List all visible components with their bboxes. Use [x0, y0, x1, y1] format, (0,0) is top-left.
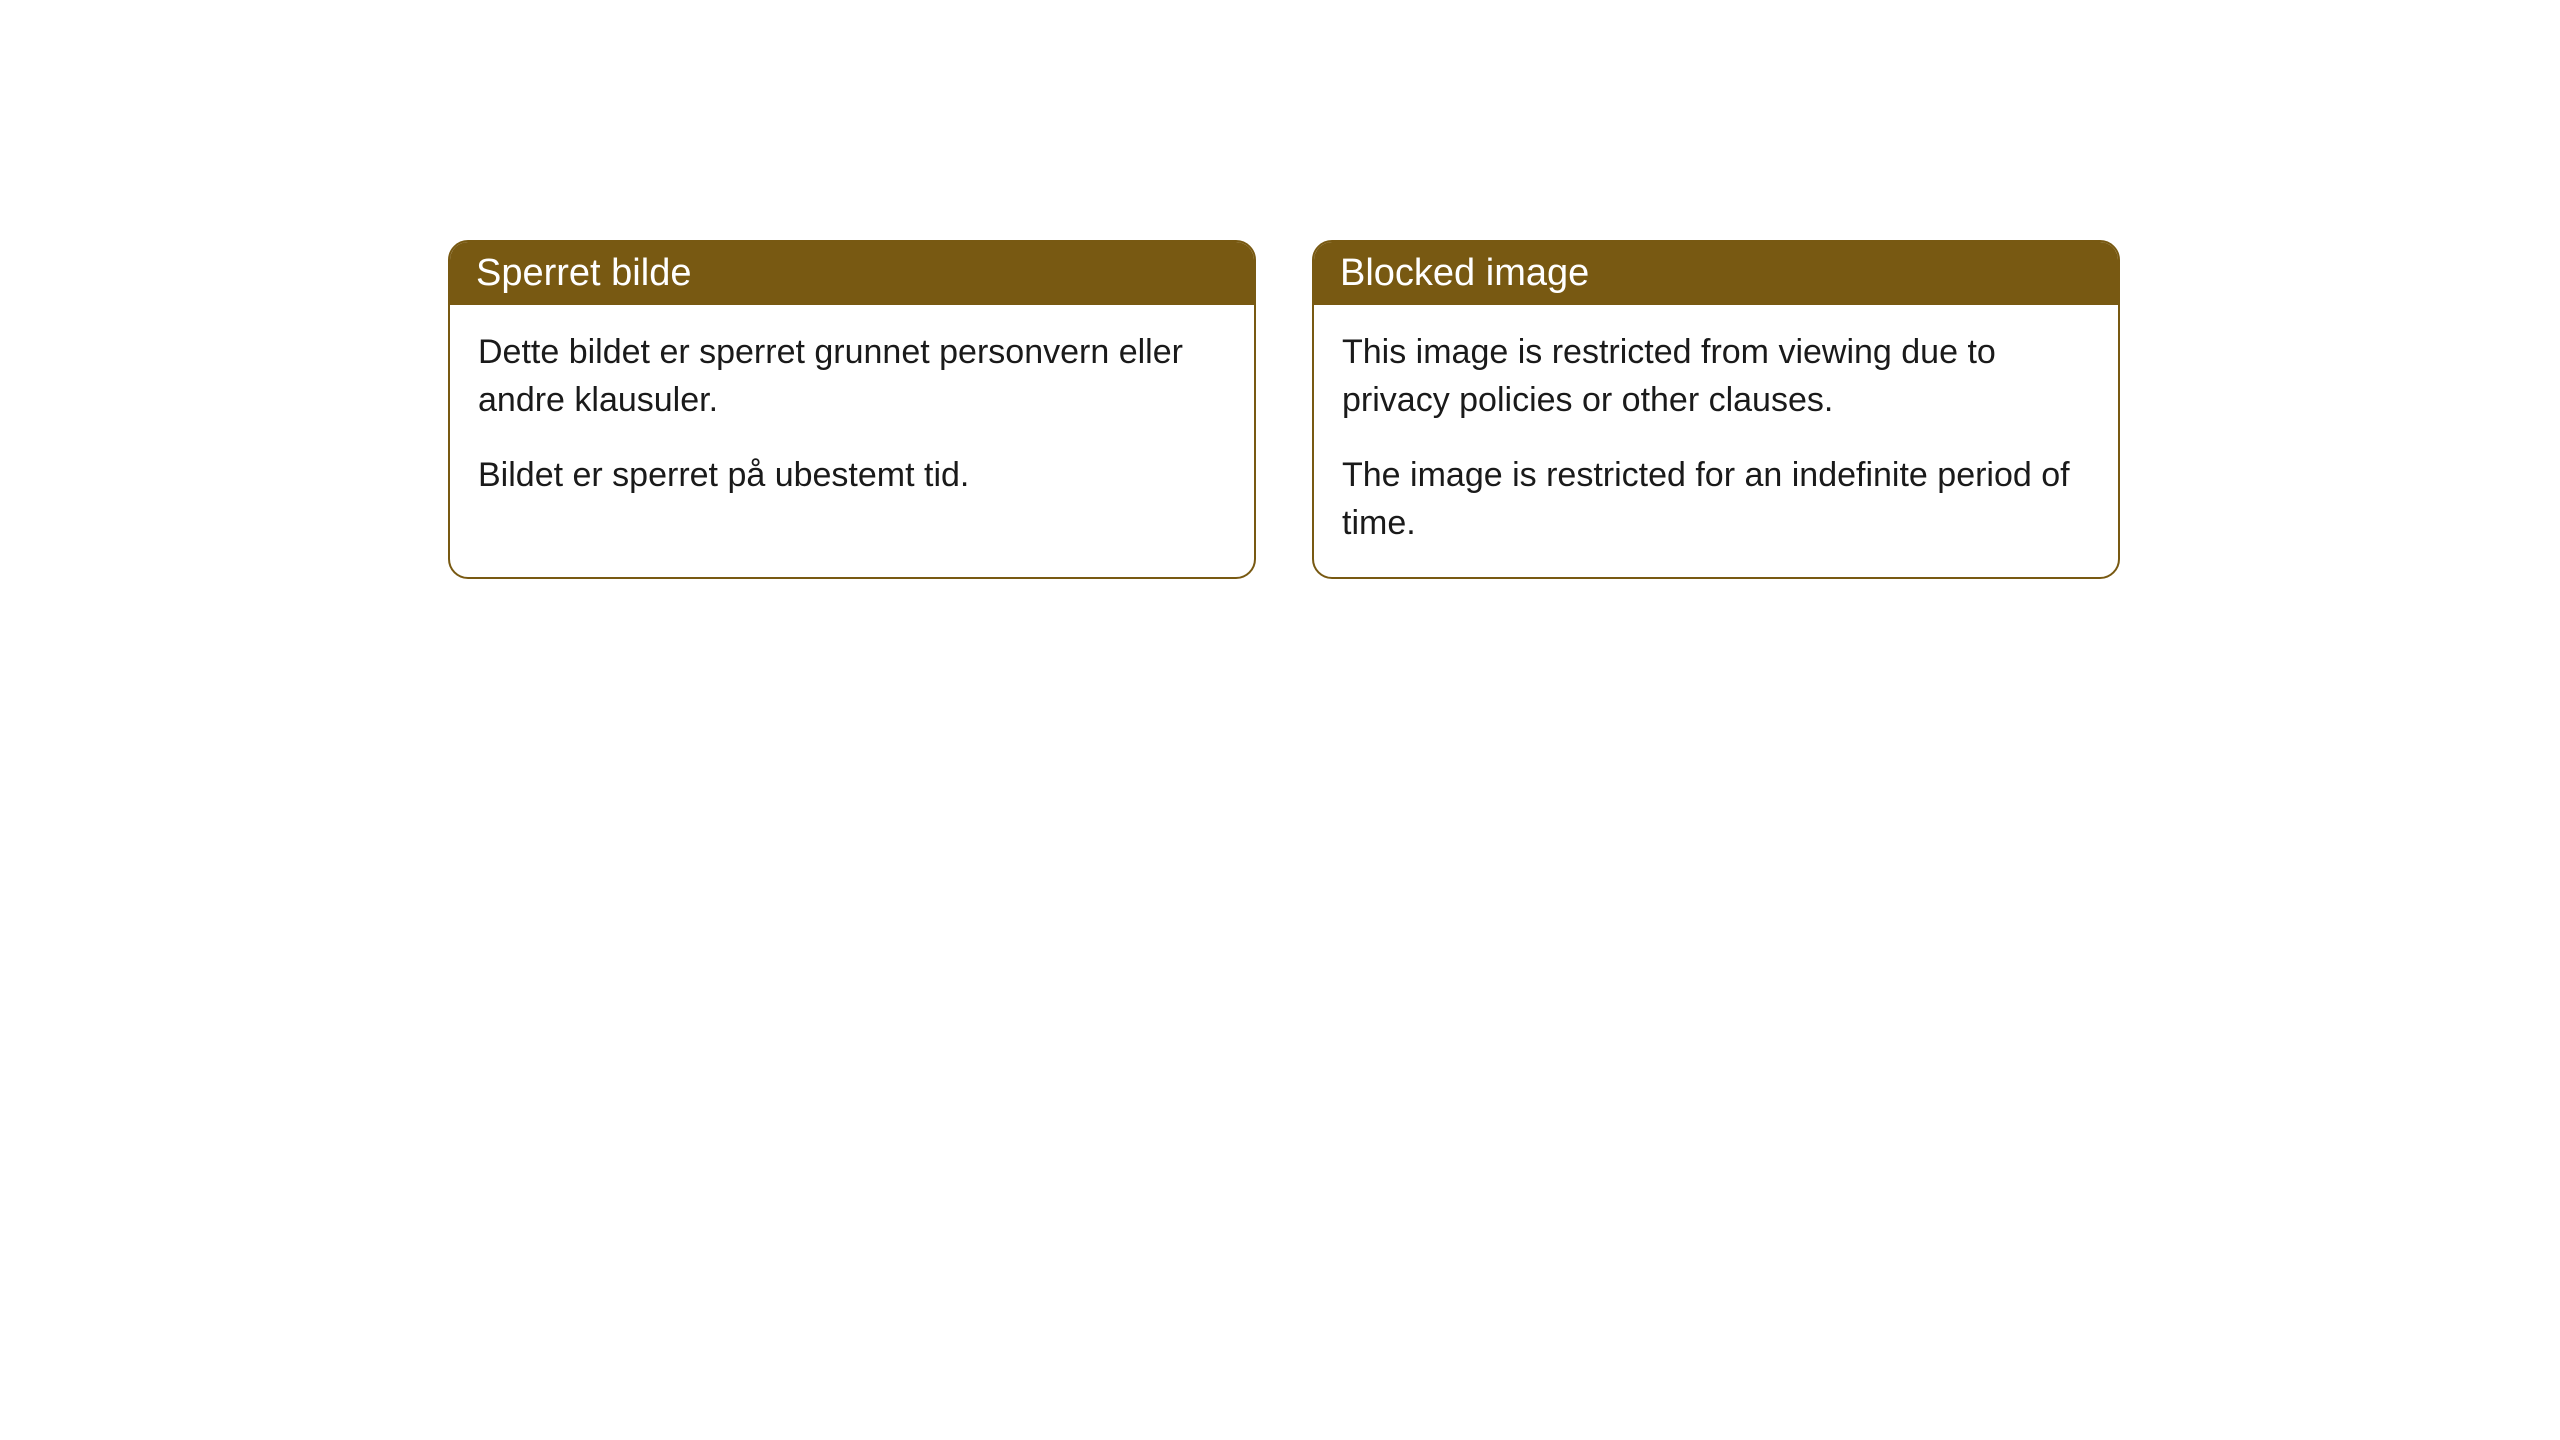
- card-header-norwegian: Sperret bilde: [450, 242, 1254, 305]
- card-header-english: Blocked image: [1314, 242, 2118, 305]
- card-body-english: This image is restricted from viewing du…: [1314, 305, 2118, 577]
- card-body-norwegian: Dette bildet er sperret grunnet personve…: [450, 305, 1254, 530]
- blocked-image-notices: Sperret bilde Dette bildet er sperret gr…: [448, 240, 2560, 579]
- blocked-image-card-norwegian: Sperret bilde Dette bildet er sperret gr…: [448, 240, 1256, 579]
- card-paragraph-2-english: The image is restricted for an indefinit…: [1342, 452, 2090, 547]
- blocked-image-card-english: Blocked image This image is restricted f…: [1312, 240, 2120, 579]
- card-paragraph-2-norwegian: Bildet er sperret på ubestemt tid.: [478, 452, 1226, 500]
- card-paragraph-1-norwegian: Dette bildet er sperret grunnet personve…: [478, 329, 1226, 424]
- card-paragraph-1-english: This image is restricted from viewing du…: [1342, 329, 2090, 424]
